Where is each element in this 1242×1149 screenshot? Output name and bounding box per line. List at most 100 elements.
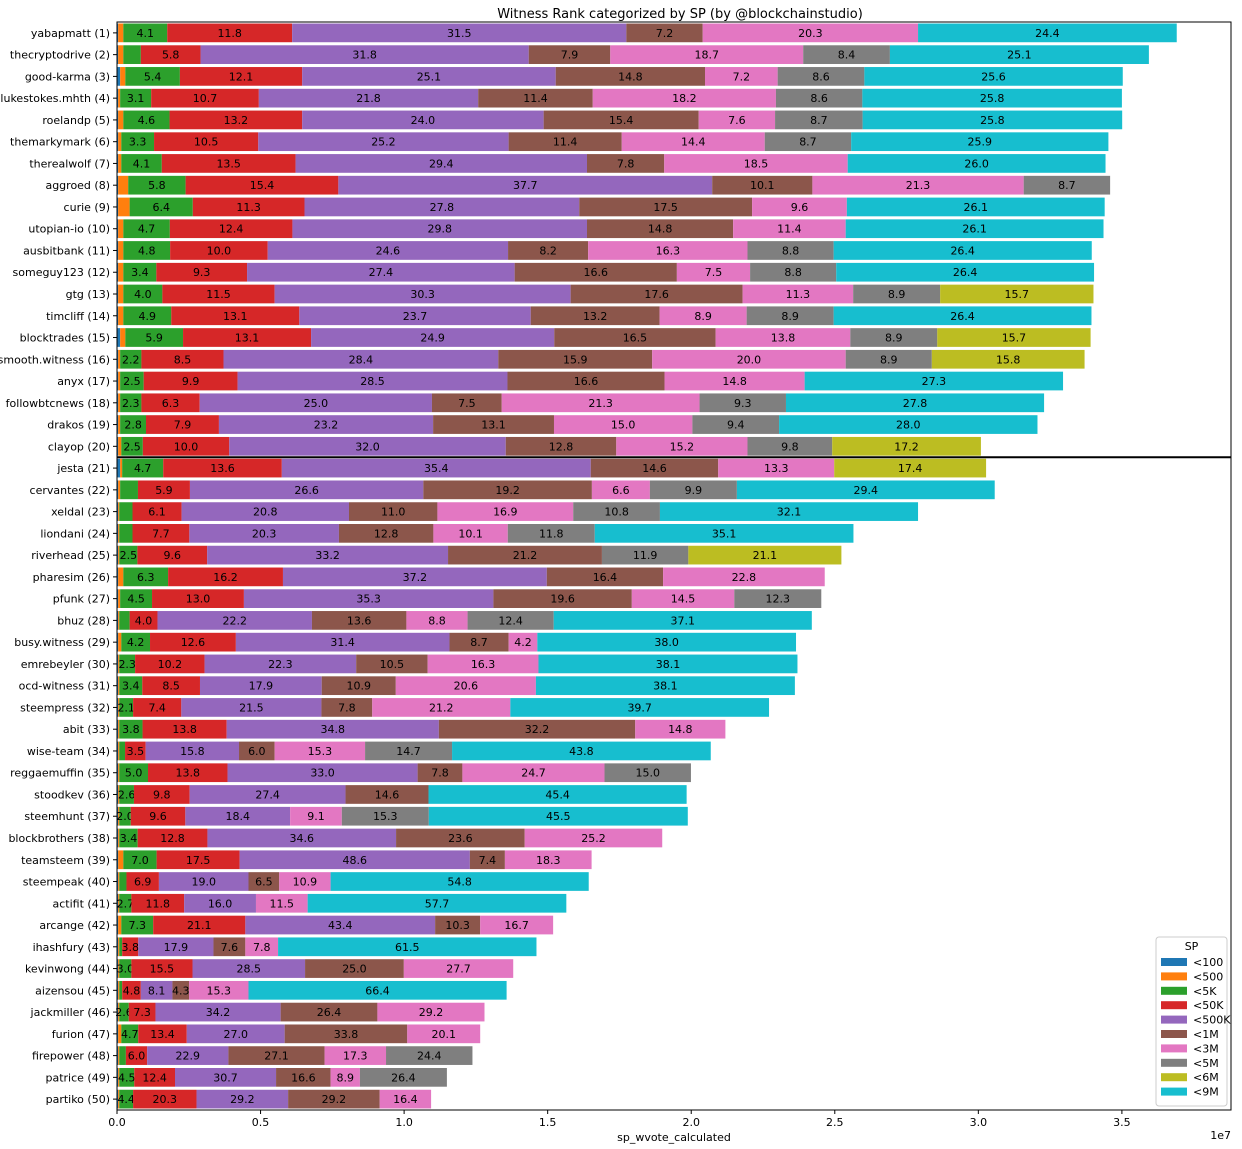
bar-segment xyxy=(119,719,143,739)
segment-value-label: 3.4 xyxy=(122,680,140,693)
segment-value-label: 11.0 xyxy=(381,506,406,519)
segment-value-label: 15.8 xyxy=(180,745,205,758)
segment-value-label: 24.6 xyxy=(376,244,401,257)
bar-segment xyxy=(281,458,591,478)
bar-segment xyxy=(123,567,169,587)
bar-segment xyxy=(181,698,322,717)
bar-segment xyxy=(137,545,208,565)
segment-value-label: 3.4 xyxy=(120,832,138,845)
segment-value-label: 25.2 xyxy=(371,136,396,149)
segment-value-label: 4.1 xyxy=(137,27,155,40)
bar-segment xyxy=(663,567,825,587)
bar-segment xyxy=(635,719,726,739)
bar-segment xyxy=(118,589,121,608)
y-tick-label: thecryptodrive (2) xyxy=(10,49,110,62)
bar-segment xyxy=(130,806,186,826)
segment-value-label: 4.3 xyxy=(172,984,190,997)
segment-value-label: 8.9 xyxy=(694,310,712,323)
bar-segment xyxy=(204,654,357,674)
segment-value-label: 38.0 xyxy=(654,636,679,649)
bar-segment xyxy=(248,872,280,891)
segment-value-label: 2.6 xyxy=(115,1006,133,1019)
bar-segment xyxy=(324,1046,387,1065)
bar-segment xyxy=(365,741,453,761)
bar-segment xyxy=(403,959,514,978)
bar-segment xyxy=(118,915,122,935)
bar-segment xyxy=(321,676,396,696)
bar-segment xyxy=(119,937,123,957)
bar-segment xyxy=(118,545,120,565)
segment-value-label: 32.0 xyxy=(355,440,380,453)
segment-value-label: 11.5 xyxy=(270,897,295,910)
bar-segment xyxy=(587,219,734,239)
segment-value-label: 25.0 xyxy=(304,397,329,410)
bar-segment xyxy=(553,611,812,630)
bar-segment xyxy=(147,1046,229,1065)
segment-value-label: 8.6 xyxy=(812,70,830,83)
segment-value-label: 6.3 xyxy=(162,397,180,410)
segment-value-label: 19.2 xyxy=(495,484,520,497)
segment-value-label: 7.5 xyxy=(458,397,476,410)
segment-value-label: 9.9 xyxy=(685,484,703,497)
segment-value-label: 29.2 xyxy=(419,1006,444,1019)
segment-value-label: 26.4 xyxy=(950,244,975,257)
segment-value-label: 10.1 xyxy=(458,527,483,540)
bar-segment xyxy=(452,741,711,761)
bar-segment xyxy=(305,959,404,978)
segment-value-label: 37.7 xyxy=(513,179,538,192)
segment-value-label: 12.1 xyxy=(229,70,254,83)
bar-segment xyxy=(304,197,580,217)
bar-segment xyxy=(226,719,439,739)
y-tick-label: furion (47) xyxy=(52,1028,110,1041)
legend-title: SP xyxy=(1185,940,1199,953)
segment-value-label: 26.1 xyxy=(962,223,987,236)
segment-value-label: 25.0 xyxy=(342,963,367,976)
bar-segment xyxy=(184,893,256,913)
bar-segment xyxy=(940,284,1094,304)
bar-segment xyxy=(118,806,120,826)
segment-value-label: 14.8 xyxy=(618,70,643,83)
bar-segment xyxy=(423,480,592,500)
segment-value-label: 10.0 xyxy=(207,244,232,257)
bar-segment xyxy=(185,806,291,826)
bar-segment xyxy=(117,741,119,761)
bar-segment xyxy=(122,937,139,957)
bar-segment xyxy=(119,1002,129,1022)
x-tick-label: 0.0 xyxy=(108,1116,126,1129)
x-tick-label: 2.5 xyxy=(826,1116,844,1129)
bar-segment xyxy=(189,980,249,1000)
bar-segment xyxy=(140,45,201,64)
segment-value-label: 8.7 xyxy=(810,114,828,127)
segment-value-label: 27.0 xyxy=(223,1028,248,1041)
segment-value-label: 2.3 xyxy=(122,397,140,410)
bar-segment xyxy=(433,415,554,434)
bar-segment xyxy=(119,611,130,630)
segment-value-label: 8.5 xyxy=(174,353,192,366)
bar-segment xyxy=(302,110,544,130)
segment-value-label: 9.3 xyxy=(193,266,211,279)
segment-value-label: 11.4 xyxy=(523,92,548,105)
segment-value-label: 7.8 xyxy=(617,157,635,170)
segment-value-label: 2.8 xyxy=(124,419,142,432)
segment-value-label: 29.4 xyxy=(854,484,879,497)
bar-segment xyxy=(733,219,846,239)
bar-segment xyxy=(846,197,1105,217)
bar-segment xyxy=(125,328,184,347)
segment-value-label: 10.7 xyxy=(193,92,218,105)
bar-segment xyxy=(118,872,120,891)
segment-value-label: 20.8 xyxy=(253,506,278,519)
bar-segment xyxy=(186,1024,285,1044)
segment-value-label: 4.0 xyxy=(134,288,152,301)
bar-segment xyxy=(161,154,296,173)
legend-swatch xyxy=(1161,1015,1187,1024)
segment-value-label: 26.4 xyxy=(953,266,978,279)
bar-segment xyxy=(129,197,193,217)
segment-value-label: 32.1 xyxy=(777,506,802,519)
bar-segment xyxy=(117,915,119,935)
segment-value-label: 48.6 xyxy=(342,854,367,867)
bar-segment xyxy=(128,1002,156,1022)
legend-swatch xyxy=(1161,1044,1187,1053)
segment-value-label: 7.6 xyxy=(221,941,239,954)
segment-value-label: 4.5 xyxy=(118,1071,136,1084)
bar-segment xyxy=(119,676,143,696)
